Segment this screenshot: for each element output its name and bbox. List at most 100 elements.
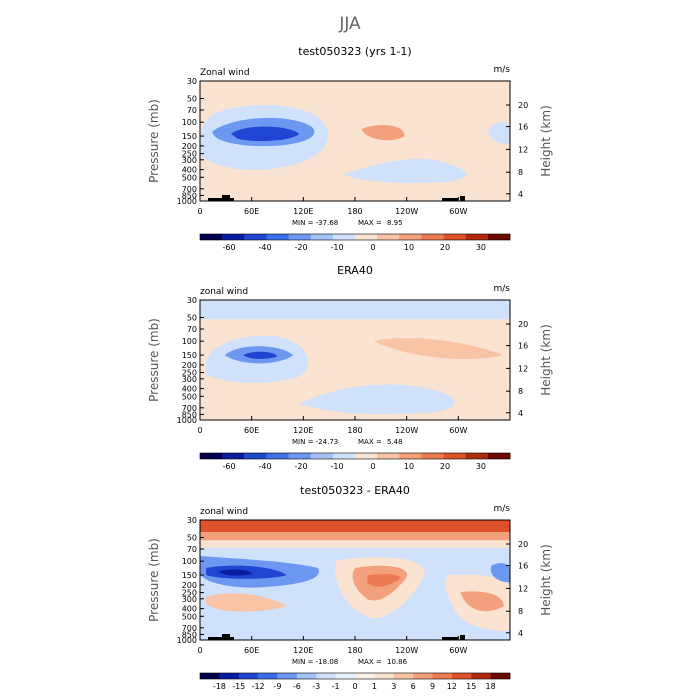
stats-max-value: 8.95 <box>387 219 403 227</box>
y-tick-label: 100 <box>182 118 197 127</box>
units-label: m/s <box>494 65 511 75</box>
colorbar-label: -60 <box>223 462 236 471</box>
colorbar-swatch <box>222 453 245 459</box>
y-right-tick-label: 20 <box>518 320 528 329</box>
colorbar-label: -40 <box>259 243 272 252</box>
colorbar-swatch <box>465 234 489 240</box>
stats-min: MIN = -24.73 <box>292 438 338 446</box>
y-tick-label: 150 <box>182 132 197 141</box>
x-tick-label: 120E <box>293 207 313 216</box>
colorbar-label: -10 <box>330 462 343 471</box>
contour-region <box>200 300 510 320</box>
colorbar-swatch <box>335 673 356 679</box>
contour-region <box>200 520 510 532</box>
contour-region <box>243 351 278 359</box>
colorbar-swatch <box>219 673 240 679</box>
y-tick-label: 50 <box>187 313 197 322</box>
colorbar-label: -20 <box>294 462 307 471</box>
y-tick-label: 1000 <box>177 197 197 206</box>
y-tick-label: 500 <box>182 612 197 621</box>
colorbar-swatch <box>355 453 378 459</box>
colorbar-swatch <box>244 453 267 459</box>
chart-panel-1: test050323 (yrs 1-1) Zonal wind m/s 30 50 70 1… <box>147 45 553 252</box>
x-tick-label: 60E <box>244 207 259 216</box>
colorbar-swatch <box>421 234 444 240</box>
contour-region <box>299 384 456 415</box>
colorbar-label: 15 <box>466 682 476 691</box>
y-tick-label: 70 <box>187 106 197 115</box>
y-right-tick-label: 16 <box>518 123 528 132</box>
colorbar-label: 20 <box>440 462 450 471</box>
colorbar-swatch <box>399 234 422 240</box>
x-tick-label: 120E <box>293 426 313 435</box>
y-tick-label: 400 <box>182 605 197 614</box>
colorbar-swatch <box>222 234 245 240</box>
y-right-tick-label: 8 <box>518 387 523 396</box>
y-tick-label: 200 <box>182 361 197 370</box>
colorbar-swatch <box>490 673 511 679</box>
stats-max: MAX = <box>358 219 382 227</box>
y-tick-label: 200 <box>182 142 197 151</box>
contour-region <box>373 337 504 359</box>
colorbar-frame <box>199 452 511 460</box>
field-label: Zonal wind <box>200 68 250 78</box>
y-tick-label: 300 <box>182 595 197 604</box>
colorbar-label: -40 <box>259 462 272 471</box>
y-tick-label: 30 <box>187 516 197 525</box>
y-axis-label: Pressure (mb) <box>147 99 161 183</box>
colorbar-label: 9 <box>430 682 435 691</box>
colorbar-swatch <box>355 234 378 240</box>
y-tick-label: 1000 <box>177 416 197 425</box>
x-tick-label: 120W <box>395 646 418 655</box>
colorbar-swatch <box>258 673 278 679</box>
y-tick-label: 250 <box>182 589 197 598</box>
colorbar-swatch <box>288 453 312 459</box>
y-right-tick-label: 4 <box>518 190 523 199</box>
plot-area <box>200 520 510 640</box>
y-right-axis-label: Height (km) <box>539 324 553 395</box>
colorbar-swatch <box>296 673 317 679</box>
colorbar-swatch <box>332 453 356 459</box>
topography <box>208 198 234 201</box>
y-tick-label: 700 <box>182 404 197 413</box>
y-tick-label: 70 <box>187 325 197 334</box>
x-tick-label: 60W <box>449 426 467 435</box>
colorbar-swatch <box>471 673 491 679</box>
y-tick-label: 50 <box>187 94 197 103</box>
colorbar-label: -6 <box>293 682 301 691</box>
y-right-axis-label: Height (km) <box>539 105 553 176</box>
y-right-tick-label: 12 <box>518 145 528 154</box>
panels: test050323 (yrs 1-1)Zonal wind m/s3050701… <box>147 45 553 691</box>
topography <box>442 198 458 201</box>
y-tick-label: 850 <box>182 410 197 419</box>
units-label: m/s <box>494 504 511 514</box>
stats-max: MAX = <box>358 658 382 666</box>
x-tick-label: 60W <box>449 207 467 216</box>
colorbar-swatch <box>487 453 511 459</box>
x-tick-label: 0 <box>197 646 202 655</box>
contour-region <box>460 591 504 612</box>
y-tick-label: 150 <box>182 351 197 360</box>
topography <box>208 637 234 640</box>
x-tick-label: 60E <box>244 646 259 655</box>
colorbar-swatch <box>200 673 220 679</box>
y-right-tick-label: 12 <box>518 364 528 373</box>
colorbar-swatch <box>200 234 223 240</box>
y-tick-label: 250 <box>182 150 197 159</box>
colorbar-label: 0 <box>370 243 375 252</box>
colorbar-swatch <box>266 453 289 459</box>
y-tick-label: 30 <box>187 77 197 86</box>
contour-region <box>200 540 510 548</box>
topography <box>460 196 465 201</box>
colorbar-swatch <box>355 673 375 679</box>
y-right-tick-label: 8 <box>518 607 523 616</box>
x-tick-label: 60W <box>449 646 467 655</box>
colorbar-swatch <box>244 234 267 240</box>
y-tick-label: 700 <box>182 624 197 633</box>
y-tick-label: 400 <box>182 166 197 175</box>
colorbar-swatch <box>487 234 511 240</box>
colorbar-frame <box>199 672 511 680</box>
